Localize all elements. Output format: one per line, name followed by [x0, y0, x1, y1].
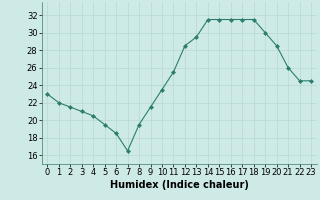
X-axis label: Humidex (Indice chaleur): Humidex (Indice chaleur): [110, 180, 249, 190]
